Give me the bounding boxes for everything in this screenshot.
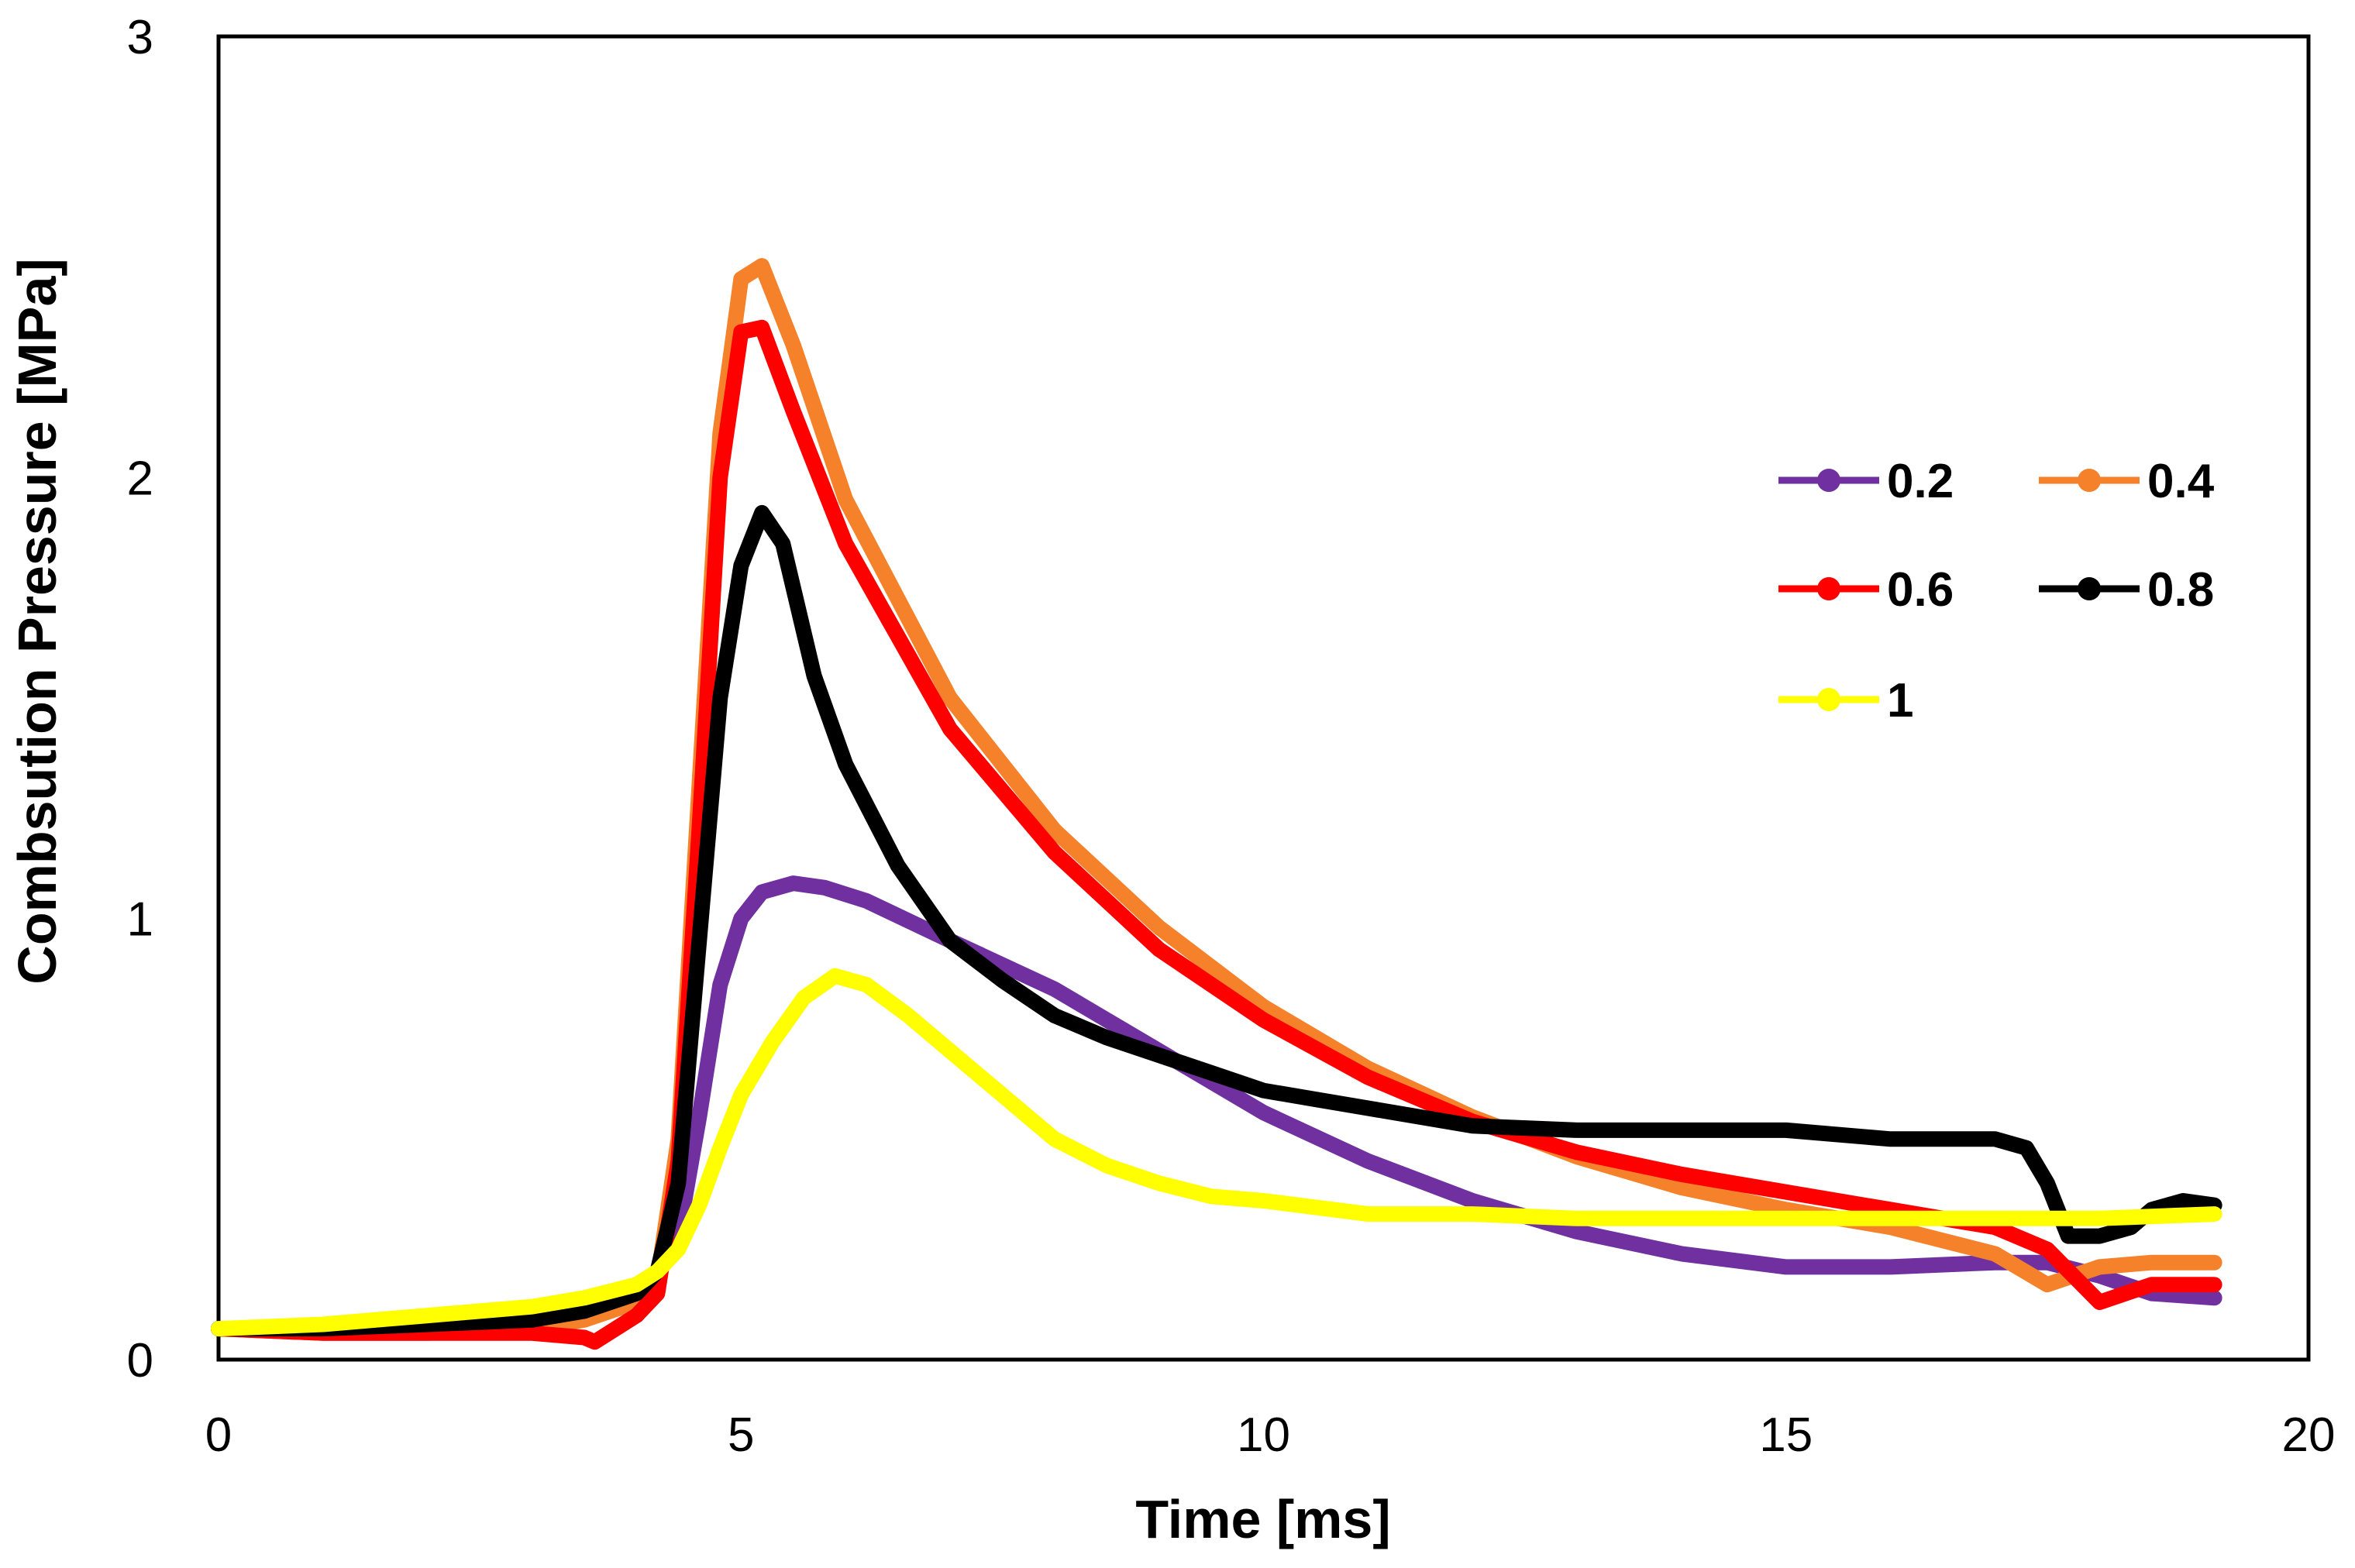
x-tick-label: 10 bbox=[1237, 1408, 1290, 1462]
plot-area bbox=[216, 34, 2311, 1362]
legend-label-0-2: 0.2 bbox=[1887, 455, 1954, 508]
legend-label-1: 1 bbox=[1887, 674, 1913, 727]
x-tick-label: 15 bbox=[1759, 1408, 1813, 1462]
y-tick-label: 0 bbox=[127, 1334, 153, 1387]
legend-marker-0-2 bbox=[1817, 469, 1840, 492]
y-tick-label: 3 bbox=[127, 11, 153, 64]
y-axis-title: Combsution Pressure [MPa] bbox=[7, 258, 67, 984]
legend-label-0-6: 0.6 bbox=[1887, 563, 1954, 617]
x-axis-title: Time [ms] bbox=[1135, 1489, 1390, 1549]
legend-label-0-4: 0.4 bbox=[2147, 455, 2215, 508]
x-tick-label: 20 bbox=[2282, 1408, 2336, 1462]
legend-marker-0-6 bbox=[1817, 577, 1840, 600]
series-layer bbox=[211, 258, 2222, 1350]
y-tick-label: 1 bbox=[127, 893, 153, 947]
series-line-1 bbox=[211, 968, 2222, 1337]
x-tick-label: 0 bbox=[205, 1408, 232, 1462]
y-axis-ticks: 0 1 2 3 bbox=[127, 11, 153, 1387]
legend-marker-1 bbox=[1817, 688, 1840, 711]
legend: 0.2 0.4 0.6 0.8 1 bbox=[1778, 455, 2215, 727]
series-line-0-8 bbox=[211, 504, 2222, 1337]
legend-marker-0-8 bbox=[2078, 577, 2101, 600]
x-tick-label: 5 bbox=[728, 1408, 754, 1462]
x-axis-ticks: 0 5 10 15 20 bbox=[205, 1408, 2336, 1462]
legend-marker-0-4 bbox=[2078, 469, 2101, 492]
y-tick-label: 2 bbox=[127, 452, 153, 505]
legend-label-0-8: 0.8 bbox=[2147, 563, 2214, 617]
series-line-0-4 bbox=[211, 258, 2222, 1341]
